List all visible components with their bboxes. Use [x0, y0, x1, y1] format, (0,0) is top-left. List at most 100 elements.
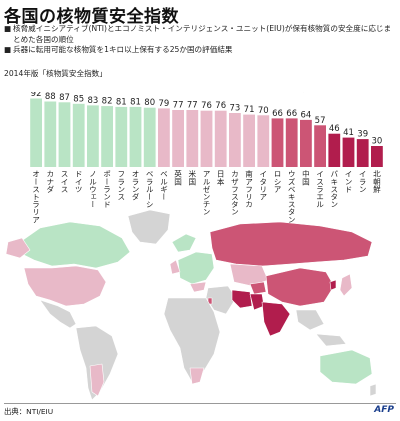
edition-label: 2014年版「核物質安全指数」: [4, 69, 107, 78]
bar: [30, 98, 42, 167]
bar-value-label: 82: [102, 97, 113, 107]
map-alaska: [5, 237, 31, 259]
bar-value-label: 81: [116, 97, 127, 107]
category-label: ノルウェー: [88, 170, 97, 208]
bar-value-label: 46: [329, 124, 340, 134]
bar-value-label: 85: [73, 94, 84, 104]
bar: [328, 133, 341, 167]
bar-value-label: 88: [45, 92, 56, 102]
bar: [285, 118, 298, 167]
agency-logo: AFP: [374, 405, 394, 415]
category-label: 英国: [173, 169, 182, 187]
category-label: ロシア: [273, 170, 282, 193]
map-north-korea: [329, 279, 337, 291]
map-greenland: [127, 209, 171, 245]
bullet-item: ■ 核脅威イニシアティブ(NTI)とエコノミスト・インテリジェンス・ユニット(E…: [4, 24, 396, 45]
category-label: 米国: [188, 169, 197, 187]
category-label: イタリア: [259, 170, 268, 200]
bar: [271, 118, 284, 167]
map-australia: [319, 349, 373, 385]
bar: [172, 110, 184, 167]
bar: [115, 106, 128, 167]
category-label: 中国: [301, 169, 310, 187]
map-canada: [19, 221, 131, 269]
bar: [200, 110, 213, 167]
bar: [186, 110, 199, 167]
bar-value-label: 39: [357, 130, 368, 140]
world-map: [5, 209, 377, 401]
bar-value-label: 41: [343, 128, 354, 138]
bar-value-label: 76: [201, 101, 212, 111]
category-label: カザフスタン: [230, 170, 239, 216]
scale-safe-label: 安全: [128, 92, 144, 93]
bar: [356, 139, 369, 167]
map-norway: [171, 233, 197, 253]
bar-value-label: 70: [258, 106, 269, 116]
bar: [314, 125, 326, 167]
category-label: 南アフリカ: [244, 169, 253, 208]
bar-value-label: 76: [215, 101, 226, 111]
bar-value-label: 57: [315, 116, 326, 126]
map-uzbekistan: [249, 281, 267, 295]
bar: [58, 102, 71, 167]
bar: [143, 107, 156, 167]
bar: [371, 146, 383, 167]
map-usa: [23, 265, 107, 307]
bullet-marker: ■: [4, 24, 12, 33]
bar: [257, 115, 270, 167]
category-label: アルゼンチン: [202, 170, 211, 216]
bar: [129, 106, 142, 167]
category-label: インド: [344, 170, 353, 193]
map-japan: [339, 273, 353, 297]
bar-value-label: 71: [244, 105, 255, 115]
category-label: イラン: [358, 170, 367, 193]
bar-value-label: 92: [31, 92, 42, 99]
category-label: ドイツ: [74, 170, 83, 193]
bar: [44, 101, 57, 167]
bullet-text: 兵器に転用可能な核物質を1キロ以上保有する25か国の評価結果: [13, 45, 233, 54]
bar-value-label: 83: [87, 96, 98, 106]
bullet-text: 核脅威イニシアティブ(NTI)とエコノミスト・インテリジェンス・ユニット(EIU…: [13, 24, 392, 44]
source-note: 出典：NTI/EIU: [4, 407, 54, 416]
map-uk: [169, 259, 181, 275]
bar: [214, 110, 227, 167]
category-label: フランス: [117, 170, 126, 200]
category-label: オーストラリア: [31, 170, 40, 224]
category-label: イスラエル: [315, 170, 324, 208]
bar: [243, 114, 255, 167]
bar-value-label: 66: [272, 109, 283, 119]
bullet-marker: ■: [4, 45, 12, 54]
map-china: [265, 267, 335, 307]
description: ■ 核脅威イニシアティブ(NTI)とエコノミスト・インテリジェンス・ユニット(E…: [4, 24, 396, 56]
bar-value-label: 77: [173, 101, 184, 111]
category-label: ウズベキスタン: [287, 170, 296, 224]
map-new-zealand: [369, 383, 377, 397]
category-label: ベルギー: [159, 170, 168, 200]
bullet-item: ■ 兵器に転用可能な核物質を1キロ以上保有する25か国の評価結果: [4, 45, 396, 56]
category-label: オランダ: [131, 170, 140, 201]
category-label: パキスタン: [330, 170, 339, 208]
category-label: スイス: [60, 170, 69, 193]
category-label: カナダ: [46, 170, 55, 193]
bar-value-label: 87: [59, 93, 70, 103]
category-label: 北朝鮮: [372, 170, 381, 194]
bar: [101, 106, 113, 167]
map-italy: [189, 281, 207, 293]
bar-value-label: 30: [371, 137, 382, 147]
bar: [342, 137, 355, 167]
map-russia: [209, 221, 373, 267]
bar: [72, 103, 85, 167]
map-mexico: [39, 299, 77, 329]
bar-series: 92 オーストラリア 88 カナダ 87 スイス 85 ドイツ 83 ノルウェー 82 ポーランド 81…: [30, 92, 383, 223]
map-southeast-asia: [295, 309, 325, 331]
scale-danger-label: 危険: [303, 92, 319, 93]
safety-scale: 安全 危険: [128, 92, 319, 93]
bar-value-label: 66: [286, 109, 297, 119]
category-label: ポーランド: [103, 170, 112, 208]
bar: [87, 105, 99, 167]
map-indonesia: [315, 333, 347, 347]
map-argentina: [89, 363, 105, 397]
bar: [158, 108, 170, 167]
chart-area: 安全 危険 92 オーストラリア 88 カナダ 87 スイス 85 ドイツ 83 ノルウェー 82 ポー…: [5, 92, 383, 401]
category-label: ベラルーシ: [145, 170, 154, 208]
